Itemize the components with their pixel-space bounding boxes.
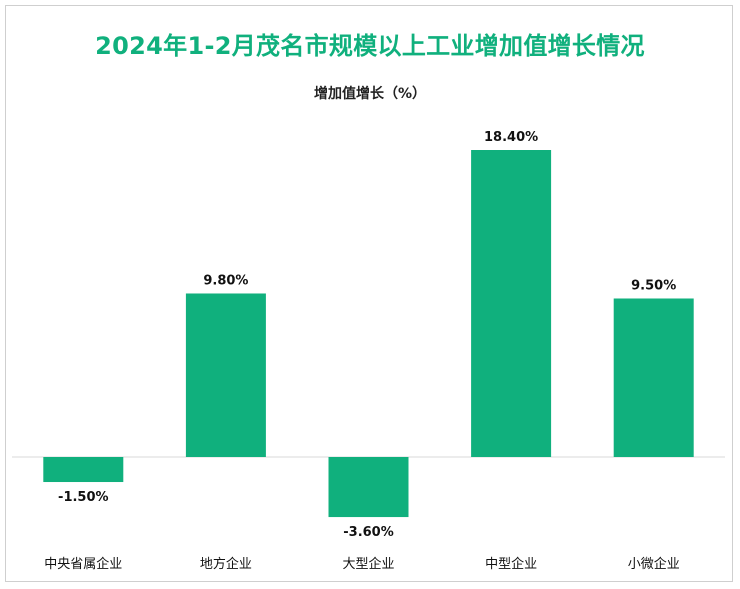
series-label: 增加值增长（%） — [313, 86, 427, 102]
category-label-1: 中央省属企业 — [44, 556, 122, 572]
data-label-1: -1.50% — [58, 490, 109, 505]
data-label-5: 9.50% — [631, 278, 676, 293]
data-label-2: 9.80% — [203, 273, 248, 288]
bar-1 — [43, 457, 124, 483]
chart-title: 2024年1-2月茂名市规模以上工业增加值增长情况 — [95, 32, 645, 60]
category-label-4: 中型企业 — [485, 556, 537, 572]
bar-2 — [185, 293, 266, 457]
category-label-3: 大型企业 — [342, 556, 394, 572]
data-label-4: 18.40% — [484, 130, 538, 145]
bar-3 — [328, 457, 409, 518]
category-label-5: 小微企业 — [628, 556, 680, 572]
category-label-2: 地方企业 — [200, 556, 252, 572]
data-label-3: -3.60% — [343, 525, 394, 540]
bar-4 — [471, 150, 552, 457]
bar-5 — [613, 298, 694, 457]
